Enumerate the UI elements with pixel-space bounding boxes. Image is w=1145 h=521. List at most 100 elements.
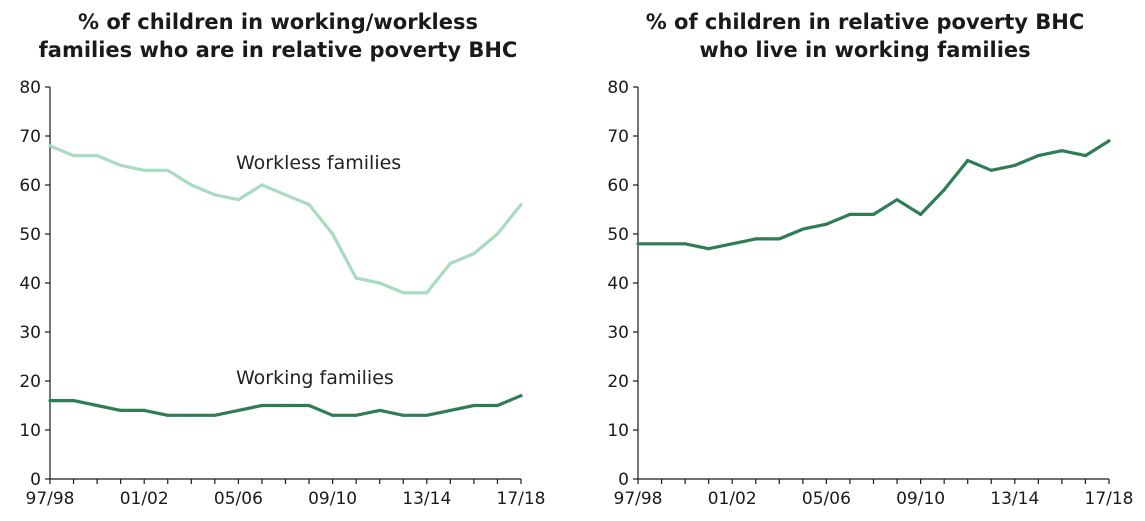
- left-x-tick-label: 05/06: [214, 489, 263, 509]
- right-series-0-point: [1060, 149, 1064, 153]
- left-x-tick-label: 09/10: [308, 489, 357, 509]
- left-workless-families-point: [448, 261, 452, 265]
- right-y-tick-label: 50: [607, 225, 629, 245]
- left-working-families-point: [213, 413, 217, 417]
- left-y-tick-label: 40: [19, 274, 41, 294]
- right-x-tick-label: 17/18: [1085, 489, 1134, 509]
- right-y-tick-label: 40: [607, 274, 629, 294]
- right-series-0-point: [659, 242, 664, 246]
- right-y-tick-label: 80: [607, 78, 629, 98]
- right-series-0-point: [707, 247, 711, 251]
- left-working-families-point: [448, 408, 452, 412]
- left-workless-families-point: [472, 252, 476, 256]
- right-series-0-point: [730, 242, 734, 246]
- right-x-tick-label: 09/10: [896, 489, 945, 509]
- left-working-families-point: [283, 403, 288, 408]
- right-series-0-point: [1107, 139, 1111, 143]
- right-series-0-point: [824, 222, 829, 226]
- right-series-0-point: [895, 198, 899, 202]
- left-working-families-point: [119, 408, 123, 412]
- right-y-tick-label: 60: [607, 176, 629, 196]
- right-chart-title-line-2: who live in working families: [699, 38, 1030, 62]
- left-working-families-point: [236, 408, 240, 412]
- right-y-tick-label: 70: [607, 127, 629, 147]
- left-working-families-point: [260, 403, 264, 408]
- left-y-tick-label: 50: [19, 225, 41, 245]
- right-y-tick-label: 20: [607, 372, 629, 392]
- left-working-families-point: [142, 408, 146, 412]
- left-workless-families-point: [166, 168, 170, 172]
- left-workless-families-point: [425, 291, 429, 295]
- right-series-0-point: [1013, 163, 1017, 167]
- left-workless-families-point: [283, 193, 288, 197]
- left-workless-families-point: [95, 154, 99, 158]
- left-workless-families-point: [119, 163, 123, 167]
- left-working-families-point: [495, 403, 500, 408]
- left-workless-families-point: [189, 183, 193, 187]
- left-workless-families-point: [213, 193, 217, 197]
- left-working-families-point: [519, 394, 523, 398]
- left-working-families-point: [71, 399, 76, 403]
- working-families-label: Working families: [236, 367, 394, 389]
- left-workless-families-point: [519, 203, 523, 207]
- right-chart-plot: 0 10 20 30 40 50 60 70 80 97/98 01/02 05/06 09/10 13/…: [607, 78, 1133, 509]
- left-y-tick-label: 20: [19, 372, 41, 392]
- left-y-tick-label: 70: [19, 127, 41, 147]
- left-workless-families-point: [378, 281, 382, 285]
- workless-families-label: Workless families: [236, 152, 401, 174]
- left-workless-families-point: [260, 183, 264, 187]
- left-chart-plot: 0 10 20 30 40 50 60 70 80 97/98 01/02 05/06 09/10 13/…: [19, 78, 545, 509]
- right-series-0-point: [754, 237, 758, 241]
- left-x-tick-label: 13/14: [402, 489, 451, 509]
- left-working-families-point: [189, 413, 193, 417]
- right-x-tick-label: 05/06: [802, 489, 851, 509]
- right-series-0-point: [636, 242, 640, 246]
- left-working-families-point: [331, 413, 335, 417]
- right-x-tick-label: 01/02: [708, 489, 757, 509]
- left-workless-families-point: [142, 168, 146, 172]
- right-series-0-point: [989, 168, 993, 172]
- right-series-0-point: [919, 212, 923, 216]
- left-x-tick-label: 97/98: [26, 489, 75, 509]
- left-working-families-point: [472, 403, 476, 408]
- left-workless-families-point: [71, 154, 76, 158]
- left-x-tick-label: 17/18: [497, 489, 546, 509]
- right-y-tick-label: 30: [607, 323, 629, 343]
- right-series-0-point: [942, 188, 946, 192]
- right-chart-title-line-1: % of children in relative poverty BHC: [646, 10, 1085, 34]
- left-workless-families-point: [354, 276, 358, 280]
- right-series-0-point: [1036, 154, 1040, 158]
- left-chart-title-line-2: families who are in relative poverty BHC: [39, 38, 518, 62]
- left-y-tick-label: 80: [19, 78, 41, 98]
- left-workless-families-point: [307, 203, 311, 207]
- left-workless-families-point: [495, 232, 500, 236]
- right-x-tick-label: 13/14: [990, 489, 1039, 509]
- right-series-0-point: [777, 237, 781, 241]
- right-y-tick-label: 10: [607, 421, 629, 441]
- left-y-tick-label: 0: [30, 470, 41, 490]
- right-y-tick-label: 0: [618, 470, 629, 490]
- right-series-0-point: [683, 242, 687, 246]
- right-series-0-point: [801, 227, 805, 231]
- left-working-families-point: [48, 399, 52, 403]
- left-workless-families-point: [401, 291, 405, 295]
- left-working-families-point: [378, 408, 382, 412]
- left-chart-title-line-1: % of children in working/workless: [78, 10, 478, 34]
- left-working-families-point: [307, 403, 311, 408]
- right-series-0-point: [1083, 154, 1088, 158]
- left-working-families-point: [425, 413, 429, 417]
- left-working-families-point: [95, 403, 99, 408]
- right-series-0-point: [966, 158, 970, 163]
- left-y-tick-label: 10: [19, 421, 41, 441]
- left-working-families-point: [354, 413, 358, 417]
- left-workless-families-point: [236, 198, 240, 202]
- left-y-tick-label: 30: [19, 323, 41, 343]
- right-series-0-point: [871, 212, 876, 216]
- right-series-0-point: [848, 212, 852, 216]
- left-working-families-point: [401, 413, 405, 417]
- left-y-tick-label: 60: [19, 176, 41, 196]
- left-working-families-point: [166, 413, 170, 417]
- right-x-tick-label: 97/98: [614, 489, 663, 509]
